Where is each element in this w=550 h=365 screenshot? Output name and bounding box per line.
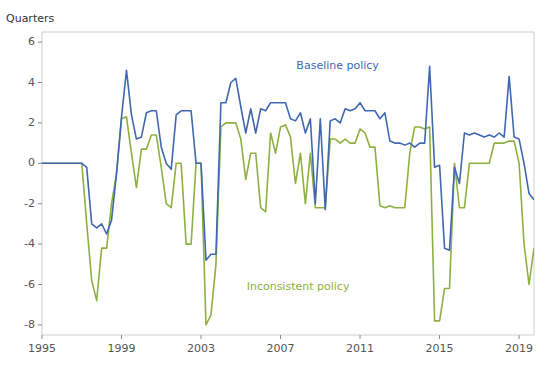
y-tick-label: -6 xyxy=(24,278,35,291)
series-label: Inconsistent policy xyxy=(247,280,350,293)
series-line xyxy=(42,117,534,325)
x-tick-label: 1995 xyxy=(28,342,56,355)
plot-area xyxy=(42,66,534,325)
x-tick xyxy=(439,335,440,339)
x-tick xyxy=(121,335,122,339)
y-tick-label: 2 xyxy=(28,116,35,129)
x-tick xyxy=(519,335,520,339)
y-tick xyxy=(38,324,42,325)
series-label: Baseline policy xyxy=(296,59,379,72)
y-tick xyxy=(38,82,42,83)
chart: -8 -6 -4 -2 0 2 4 6 1995 1999 2003 2007 2011 2015 2019… xyxy=(0,0,550,365)
y-tick-label: 6 xyxy=(28,35,35,48)
x-tick xyxy=(42,335,43,339)
x-tick-label: 2015 xyxy=(426,342,454,355)
y-tick xyxy=(38,42,42,43)
y-tick-label: -2 xyxy=(24,197,35,210)
y-tick-label: 0 xyxy=(28,156,35,169)
x-tick xyxy=(360,335,361,339)
y-tick-label: -8 xyxy=(24,318,35,331)
y-tick xyxy=(38,163,42,164)
x-tick xyxy=(201,335,202,339)
x-tick-label: 2011 xyxy=(346,342,374,355)
y-axis-label: Quarters xyxy=(6,12,54,25)
y-tick-label: 4 xyxy=(28,76,35,89)
y-tick xyxy=(38,244,42,245)
x-tick-label: 2007 xyxy=(267,342,295,355)
y-tick xyxy=(38,122,42,123)
series-line xyxy=(42,66,534,260)
x-tick-label: 1999 xyxy=(108,342,136,355)
y-tick xyxy=(38,203,42,204)
plot-frame xyxy=(42,32,534,335)
y-tick-label: -4 xyxy=(24,237,35,250)
x-tick-label: 2003 xyxy=(187,342,215,355)
x-tick xyxy=(280,335,281,339)
y-tick xyxy=(38,284,42,285)
x-tick-label: 2019 xyxy=(505,342,533,355)
